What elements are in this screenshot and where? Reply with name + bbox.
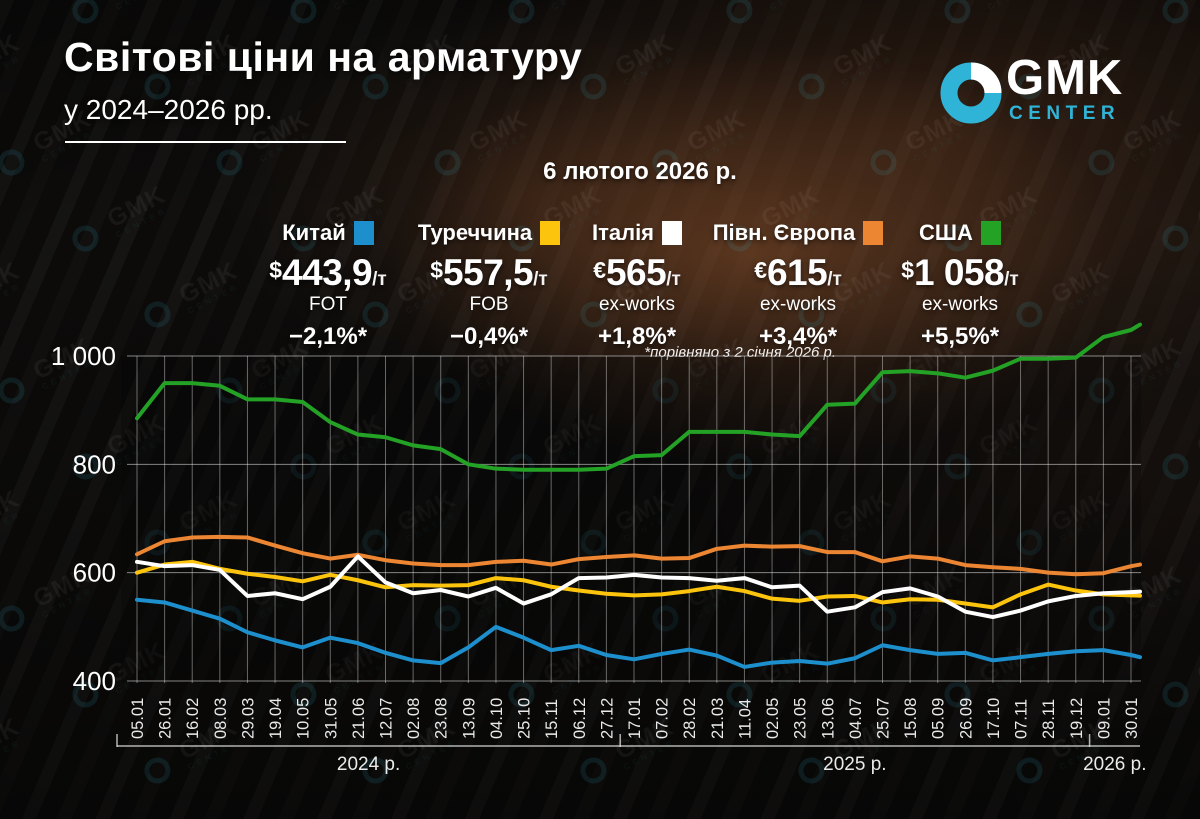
change-north-europe: +3,4%* (758, 323, 838, 350)
price-turkey: $557,5/т (430, 252, 548, 293)
x-tick-label: 07.02 (654, 698, 672, 739)
series-line-turkey (135, 559, 1142, 610)
x-tick-label: 17.01 (626, 698, 644, 739)
logo-subtitle: CENTER (1009, 103, 1121, 124)
series-line-north-europe (135, 534, 1142, 577)
china-color-swatch (353, 221, 374, 245)
x-tick-label: 13.06 (819, 698, 837, 739)
series-line-china (135, 597, 1142, 669)
incoterm-china: FOT (309, 294, 347, 315)
incoterm-north-europe: ex-works (759, 294, 836, 315)
x-tick-label: 07.11 (1013, 699, 1031, 739)
change-usa: +5,5%* (920, 323, 1000, 350)
x-tick-label: 06.12 (571, 698, 589, 739)
x-tick-label: 25.10 (516, 698, 534, 739)
y-tick-label: 800 (73, 449, 116, 479)
y-tick-label: 1 000 (51, 341, 116, 371)
incoterm-turkey: FOB (469, 294, 509, 315)
legend-item-china: Китай $443,9/т FOT −2,1%* (233, 220, 423, 351)
x-tick-label: 26.01 (157, 698, 175, 739)
x-tick-label: 11.04 (736, 699, 754, 739)
incoterm-italy: ex-works (598, 294, 675, 315)
year-label: 2025 р. (823, 754, 886, 775)
footnote: *порівняно з 2 січня 2026 р. (644, 344, 836, 361)
year-label: 2024 р. (337, 754, 400, 775)
x-tick-label: 04.10 (488, 698, 506, 739)
change-turkey: −0,4%* (449, 323, 529, 350)
turkey-color-swatch (540, 221, 561, 245)
series-line-italy (135, 554, 1142, 620)
x-tick-label: 15.11 (543, 699, 561, 739)
north-europe-color-swatch (863, 221, 884, 245)
x-tick-label: 30.01 (1123, 698, 1141, 739)
x-tick-label: 19.12 (1068, 698, 1086, 739)
x-tick-label: 21.06 (350, 698, 368, 739)
x-tick-label: 17.10 (985, 698, 1003, 739)
logo-name: GMK (1006, 51, 1124, 105)
legend-item-north-europe: Півн. Європа €615/т ex-works +3,4%* (703, 220, 893, 351)
x-tick-label: 02.08 (405, 698, 423, 739)
x-tick-label: 05.01 (129, 698, 147, 739)
x-tick-label: 23.05 (792, 698, 810, 739)
change-italy: +1,8%* (597, 323, 677, 350)
x-tick-label: 31.05 (322, 698, 340, 739)
series-line-usa (135, 322, 1142, 472)
x-tick-label: 13.09 (460, 698, 478, 739)
x-tick-label: 19.04 (267, 698, 285, 739)
italy-color-swatch (662, 221, 683, 245)
gmk-donut-icon (940, 62, 1002, 124)
x-tick-label: 28.02 (681, 698, 699, 739)
x-tick-label: 21.03 (709, 698, 727, 739)
change-china: −2,1%* (288, 323, 368, 350)
x-tick-label: 28.11 (1040, 699, 1058, 739)
legend-label: США (919, 220, 973, 245)
x-tick-label: 27.12 (598, 698, 616, 739)
usa-color-swatch (980, 221, 1001, 245)
x-tick-label: 23.08 (433, 698, 451, 739)
legend-item-usa: США $1 058/т ex-works +5,5%* (865, 220, 1055, 351)
x-tick-label: 26.09 (957, 698, 975, 739)
x-tick-label: 04.07 (847, 698, 865, 739)
price-north-europe: €615/т (754, 252, 842, 293)
x-tick-label: 05.09 (930, 698, 948, 739)
price-usa: $1 058/т (901, 252, 1019, 293)
subtitle: у 2024–2026 рр. (64, 94, 273, 125)
year-label: 2026 р. (1083, 754, 1146, 775)
title-underline (65, 141, 346, 143)
legend-item-turkey: Туреччина $557,5/т FOB −0,4%* (394, 220, 584, 351)
x-tick-label: 12.07 (377, 698, 395, 739)
x-tick-label: 15.08 (902, 698, 920, 739)
x-tick-label: 10.05 (295, 698, 313, 739)
x-tick-label: 02.05 (764, 698, 782, 739)
y-tick-label: 400 (73, 666, 116, 696)
legend-label: Туреччина (417, 220, 533, 245)
y-tick-label: 600 (73, 558, 116, 588)
legend-item-italy: Італія €565/т ex-works +1,8%* (542, 220, 732, 351)
price-china: $443,9/т (269, 252, 387, 293)
incoterm-usa: ex-works (921, 294, 998, 315)
page-title: Світові ціни на арматуру (64, 34, 583, 80)
price-italy: €565/т (593, 252, 681, 293)
x-tick-label: 08.03 (212, 698, 230, 739)
as-of-date: 6 лютого 2026 р. (543, 158, 737, 185)
x-tick-label: 25.07 (874, 698, 892, 739)
legend-label: Китай (282, 220, 346, 245)
x-tick-label: 29.03 (239, 698, 257, 739)
legend-label: Італія (591, 220, 655, 245)
legend-label: Півн. Європа (712, 220, 856, 245)
x-tick-label: 16.02 (184, 698, 202, 739)
x-tick-label: 09.01 (1095, 698, 1113, 739)
